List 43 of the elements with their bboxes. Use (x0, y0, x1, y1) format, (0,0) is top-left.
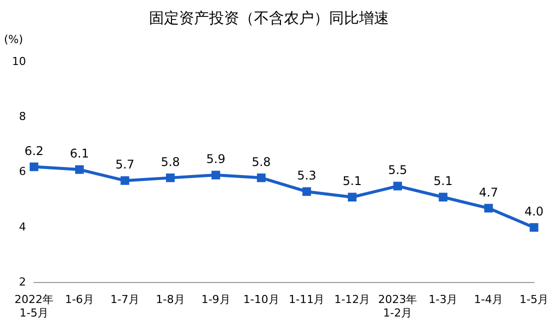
y-tick-label: 8 (18, 110, 26, 124)
point (530, 223, 538, 232)
y-tick-label: 10 (12, 54, 26, 68)
x-tick-label: 1-3月 (428, 293, 458, 306)
point (120, 176, 130, 185)
x-tick-label: 2022年 1-5月 (14, 293, 54, 320)
x-tick-label: 1-5月 (520, 293, 548, 306)
y-tick-label: 4 (18, 220, 26, 234)
x-tick-label: 2023年 1-2月 (378, 293, 418, 320)
data-label: 5.5 (388, 163, 408, 178)
x-tick-label: 1-6月 (64, 293, 94, 306)
point (302, 187, 312, 196)
x-tick-label: 1-9月 (201, 293, 230, 306)
point (75, 165, 84, 174)
point (438, 192, 448, 202)
x-tick-label: 1-11月 (288, 293, 325, 306)
y-tick-label: 2 (18, 275, 26, 288)
data-label: 5.1 (342, 174, 362, 188)
chart-title: 固定资产投资（不含农户）同比增速 (149, 8, 389, 27)
x-tick-label: 1-4月 (474, 293, 504, 306)
point (348, 192, 357, 202)
y-axis-title: (%) (4, 32, 24, 46)
data-label: 4.0 (524, 204, 544, 219)
x-tick-label: 1-8月 (156, 293, 185, 306)
point (393, 182, 402, 190)
x-tick-label: 1-12月 (334, 293, 370, 306)
data-label: 6.2 (24, 144, 44, 158)
data-label: 5.8 (160, 154, 180, 169)
point (166, 173, 175, 182)
point (30, 162, 38, 172)
data-label: 4.7 (479, 185, 498, 200)
x-tick-label: 1-7月 (110, 293, 140, 306)
data-label: 5.8 (252, 154, 271, 169)
data-label: 5.3 (297, 168, 316, 183)
data-label: 5.1 (434, 174, 453, 188)
data-label: 5.7 (115, 158, 134, 172)
y-tick-label: 6 (18, 165, 26, 178)
point (256, 173, 266, 182)
point (484, 204, 493, 212)
data-label: 6.1 (70, 146, 89, 161)
point (211, 170, 220, 180)
data-label: 5.9 (206, 152, 226, 166)
x-tick-label: 1-10月 (243, 293, 280, 306)
